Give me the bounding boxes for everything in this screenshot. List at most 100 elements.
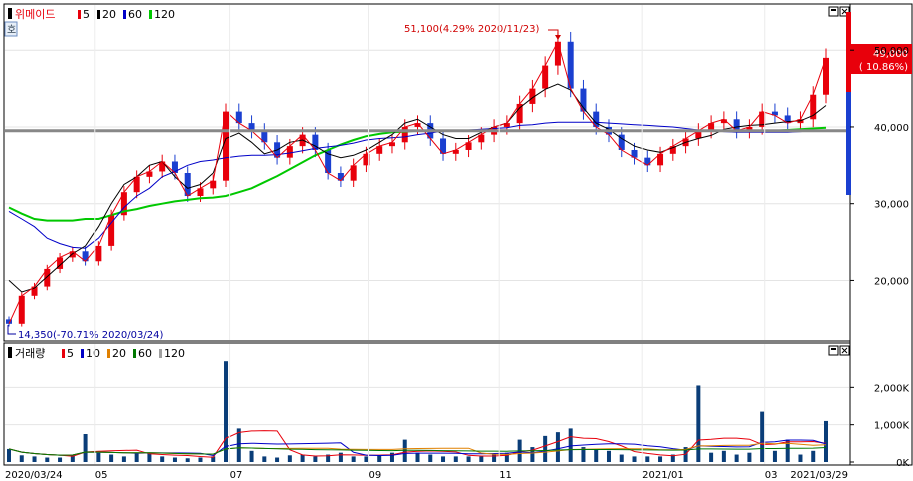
candle-body bbox=[810, 94, 817, 120]
candle-body bbox=[554, 41, 561, 66]
updown-bar-red bbox=[846, 12, 851, 92]
high-annotation: 51,100(4.29% 2020/11/23) bbox=[404, 24, 539, 35]
candle-body bbox=[503, 123, 510, 127]
volume-legend: 거래량 5 10 20 60 120 bbox=[8, 347, 185, 360]
x-tick-label: 11 bbox=[499, 470, 512, 481]
candle-body bbox=[733, 119, 740, 131]
candle-body bbox=[235, 111, 242, 124]
volume-bar bbox=[300, 454, 305, 462]
current-price: 49,000 bbox=[873, 49, 908, 60]
legend-swatch-icon bbox=[149, 10, 152, 19]
price-panel-frame bbox=[3, 3, 851, 342]
candles-layer bbox=[6, 31, 829, 327]
volume-bar bbox=[224, 361, 229, 462]
candle-body bbox=[120, 192, 127, 216]
volume-bar bbox=[45, 457, 50, 462]
volume-bar bbox=[453, 456, 458, 462]
volume-bar bbox=[606, 450, 611, 462]
side-badge-button[interactable] bbox=[4, 21, 18, 37]
volume-bar bbox=[377, 455, 382, 462]
volume-ma-lines bbox=[8, 430, 827, 458]
volume-bar bbox=[415, 452, 420, 462]
maximize-icon[interactable] bbox=[828, 6, 839, 17]
volume-tick-label: 2,000K bbox=[874, 383, 910, 394]
candle-body bbox=[542, 65, 549, 89]
candle-body bbox=[133, 176, 140, 193]
x-tick-label: 2021/03/29 bbox=[790, 470, 848, 481]
volume-panel-frame bbox=[3, 342, 851, 466]
candle-body bbox=[159, 161, 166, 172]
price-tick-label: 30,000 bbox=[874, 200, 909, 211]
volume-bar bbox=[670, 454, 675, 462]
legend-swatch-icon bbox=[81, 349, 84, 358]
candle-body bbox=[440, 138, 447, 154]
legend-label: 60 bbox=[138, 347, 152, 360]
volume-bar bbox=[696, 385, 701, 462]
legend-label: 10 bbox=[86, 347, 100, 360]
legend-marker-icon bbox=[8, 8, 12, 19]
candle-body bbox=[248, 123, 255, 131]
volume-bar bbox=[543, 435, 548, 462]
price-tick-label: 20,000 bbox=[874, 276, 909, 287]
candle-body bbox=[146, 171, 153, 177]
volume-bar bbox=[147, 452, 152, 462]
candle-body bbox=[376, 146, 383, 154]
volume-bar bbox=[760, 411, 765, 462]
volume-bar bbox=[479, 456, 484, 462]
volume-bar bbox=[428, 454, 433, 462]
close-icon-x bbox=[841, 347, 848, 354]
candle-body bbox=[210, 180, 217, 189]
volume-bar bbox=[19, 455, 24, 462]
legend-label: 120 bbox=[164, 347, 185, 360]
volume-bar bbox=[7, 448, 11, 462]
candle-body bbox=[746, 126, 753, 131]
volume-bar bbox=[121, 456, 126, 462]
volume-bar bbox=[211, 456, 216, 462]
candle-body bbox=[631, 149, 638, 158]
volume-tick-label: 1,000K bbox=[874, 421, 910, 432]
candle-body bbox=[18, 295, 25, 324]
volume-bar bbox=[824, 420, 828, 462]
candle-body bbox=[261, 130, 268, 143]
volume-bar bbox=[811, 450, 816, 462]
candle-body bbox=[95, 245, 102, 262]
volume-bar bbox=[402, 439, 407, 462]
legend-swatch-icon bbox=[107, 349, 110, 358]
legend-label: 20 bbox=[112, 347, 126, 360]
candle-body bbox=[223, 111, 230, 181]
volume-bar bbox=[441, 456, 446, 462]
legend-swatch-icon bbox=[62, 349, 65, 358]
legend-swatch-icon bbox=[78, 10, 81, 19]
volume-bar bbox=[798, 454, 803, 462]
volume-tick-label: 0K bbox=[896, 458, 909, 469]
candle-body bbox=[823, 57, 829, 95]
volume-bar bbox=[58, 457, 63, 462]
volume-bar bbox=[492, 454, 497, 462]
volume-bar bbox=[785, 439, 790, 462]
volume-bar bbox=[185, 458, 190, 462]
x-tick-label: 05 bbox=[95, 470, 108, 481]
ma5-line bbox=[8, 40, 827, 325]
volume-bar bbox=[313, 456, 318, 462]
side-badge-label: 호 bbox=[7, 24, 16, 36]
candle-body bbox=[363, 153, 370, 166]
volume-bar bbox=[530, 447, 535, 462]
volume-bar bbox=[721, 450, 726, 462]
volume-bar bbox=[249, 450, 254, 462]
volume-bar bbox=[772, 450, 777, 462]
x-tick-label: 09 bbox=[368, 470, 381, 481]
volume-bar bbox=[287, 455, 292, 462]
candle-body bbox=[44, 268, 51, 287]
price-axis-ticks: 50,000 40,000 30,000 20,000 bbox=[850, 46, 909, 287]
price-legend: 위메이드 5 20 60 120 bbox=[8, 8, 175, 21]
candle-body bbox=[478, 134, 485, 143]
volume-bar bbox=[275, 457, 280, 462]
volume-axis-ticks: 2,000K 1,000K 0K bbox=[850, 383, 909, 469]
maximize-icon[interactable] bbox=[828, 345, 839, 356]
legend-label: 120 bbox=[154, 8, 175, 21]
volume-bar bbox=[568, 428, 573, 462]
volume-grid bbox=[5, 386, 849, 426]
candle-body bbox=[171, 161, 178, 173]
volume-bar bbox=[262, 456, 267, 462]
